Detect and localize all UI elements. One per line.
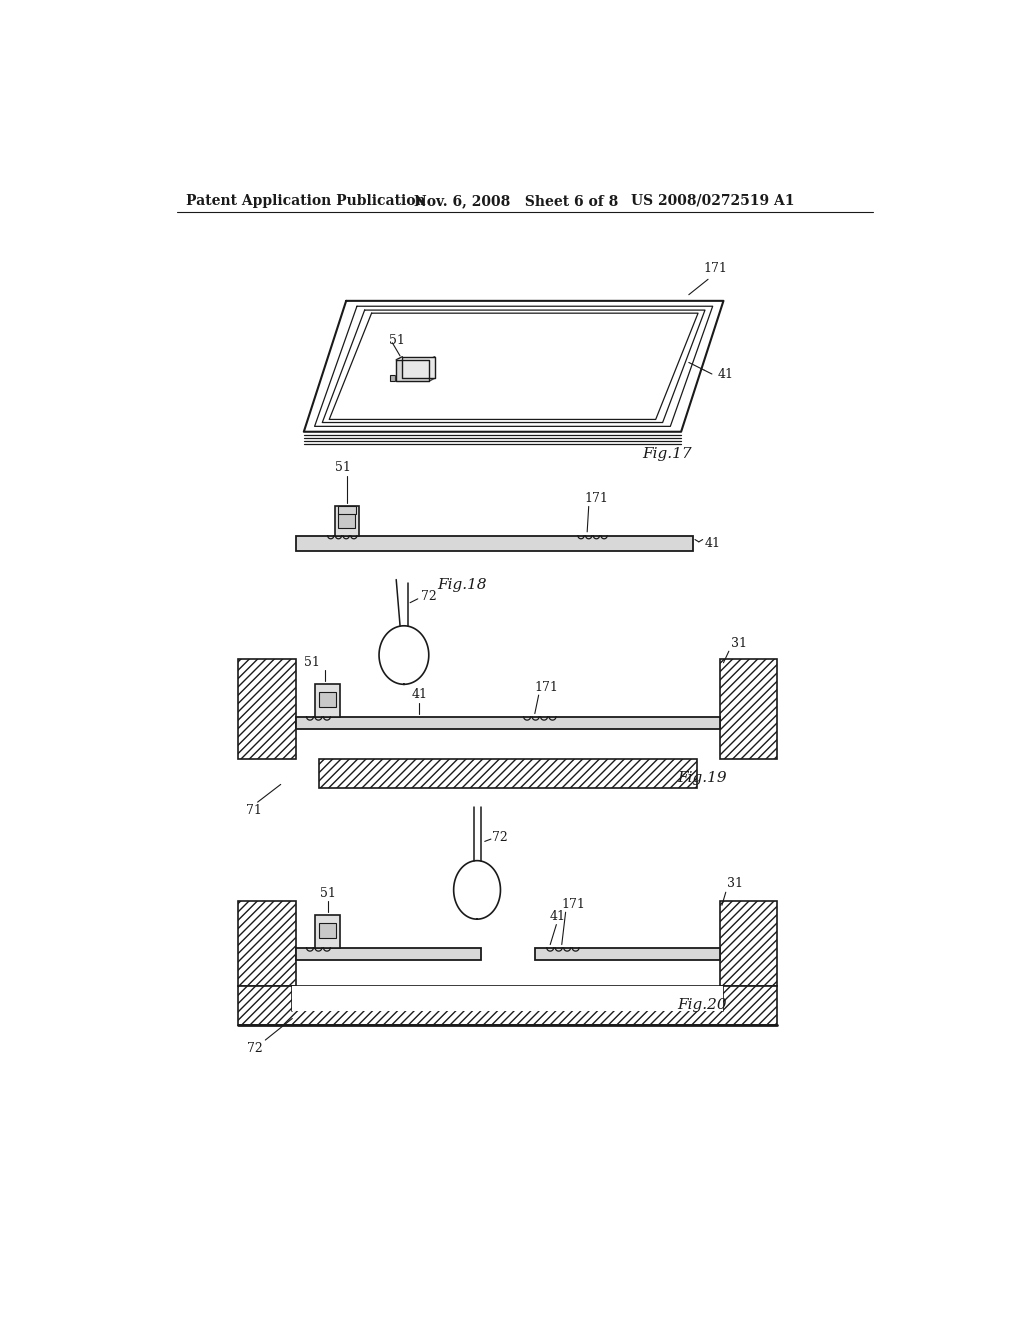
Text: US 2008/0272519 A1: US 2008/0272519 A1 [631,194,795,207]
Text: 51: 51 [319,887,336,900]
Text: Patent Application Publication: Patent Application Publication [186,194,426,207]
Text: Fig.17: Fig.17 [643,447,692,461]
Text: 41: 41 [718,367,734,380]
Bar [319,923,336,939]
Bar [319,759,696,788]
Bar [239,659,296,759]
Bar [390,375,395,380]
Bar [338,507,356,515]
Text: Fig.18: Fig.18 [437,578,486,593]
Bar [535,948,720,960]
Text: 72: 72 [493,832,508,843]
Text: 171: 171 [561,898,586,911]
Polygon shape [402,356,435,379]
Text: 51: 51 [388,334,404,347]
Text: Fig.20: Fig.20 [677,998,727,1011]
Bar [292,986,724,1011]
Polygon shape [304,301,724,432]
Bar [239,902,296,986]
Bar [296,717,720,729]
Text: 31: 31 [727,876,743,890]
Text: 41: 41 [550,909,566,923]
Bar [720,659,777,759]
Bar [296,948,481,960]
Text: 171: 171 [703,263,728,276]
Bar [315,915,340,948]
Text: Fig.19: Fig.19 [677,771,727,784]
Text: 41: 41 [705,537,720,550]
Text: 41: 41 [412,688,427,701]
Bar [720,902,777,986]
Text: 171: 171 [585,492,608,506]
Bar [239,986,777,1024]
Text: 72: 72 [248,1041,263,1055]
Bar [315,684,340,717]
Polygon shape [396,360,429,381]
Bar [319,692,336,708]
Text: 51: 51 [335,461,351,474]
Text: 171: 171 [535,681,558,693]
Text: 51: 51 [303,656,319,669]
Bar [335,507,359,536]
Text: Nov. 6, 2008   Sheet 6 of 8: Nov. 6, 2008 Sheet 6 of 8 [414,194,618,207]
Text: 31: 31 [731,636,748,649]
Bar [339,512,355,528]
Bar [296,536,692,552]
Text: 72: 72 [421,590,436,603]
Text: 71: 71 [246,804,262,817]
